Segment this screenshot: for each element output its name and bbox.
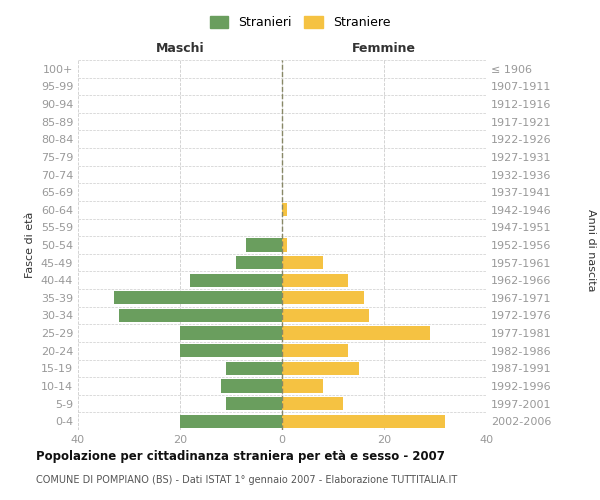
Bar [114, 291, 282, 304]
Text: Anni di nascita: Anni di nascita [586, 209, 596, 291]
Bar [282, 414, 445, 428]
Text: Maschi: Maschi [155, 42, 205, 54]
Text: Femmine: Femmine [352, 42, 416, 54]
Bar [282, 274, 349, 287]
Bar [282, 397, 343, 410]
Bar [180, 344, 282, 358]
Bar [180, 414, 282, 428]
Bar [236, 256, 282, 269]
Y-axis label: Fasce di età: Fasce di età [25, 212, 35, 278]
Bar [190, 274, 282, 287]
Bar [226, 397, 282, 410]
Bar [119, 309, 282, 322]
Bar [221, 380, 282, 392]
Bar [282, 203, 287, 216]
Bar [282, 238, 287, 252]
Legend: Stranieri, Straniere: Stranieri, Straniere [205, 11, 395, 34]
Bar [282, 344, 349, 358]
Bar [180, 326, 282, 340]
Bar [282, 362, 359, 375]
Bar [282, 380, 323, 392]
Bar [282, 326, 430, 340]
Bar [247, 238, 282, 252]
Bar [282, 291, 364, 304]
Bar [226, 362, 282, 375]
Text: COMUNE DI POMPIANO (BS) - Dati ISTAT 1° gennaio 2007 - Elaborazione TUTTITALIA.I: COMUNE DI POMPIANO (BS) - Dati ISTAT 1° … [36, 475, 457, 485]
Bar [282, 256, 323, 269]
Bar [282, 309, 369, 322]
Text: Popolazione per cittadinanza straniera per età e sesso - 2007: Popolazione per cittadinanza straniera p… [36, 450, 445, 463]
